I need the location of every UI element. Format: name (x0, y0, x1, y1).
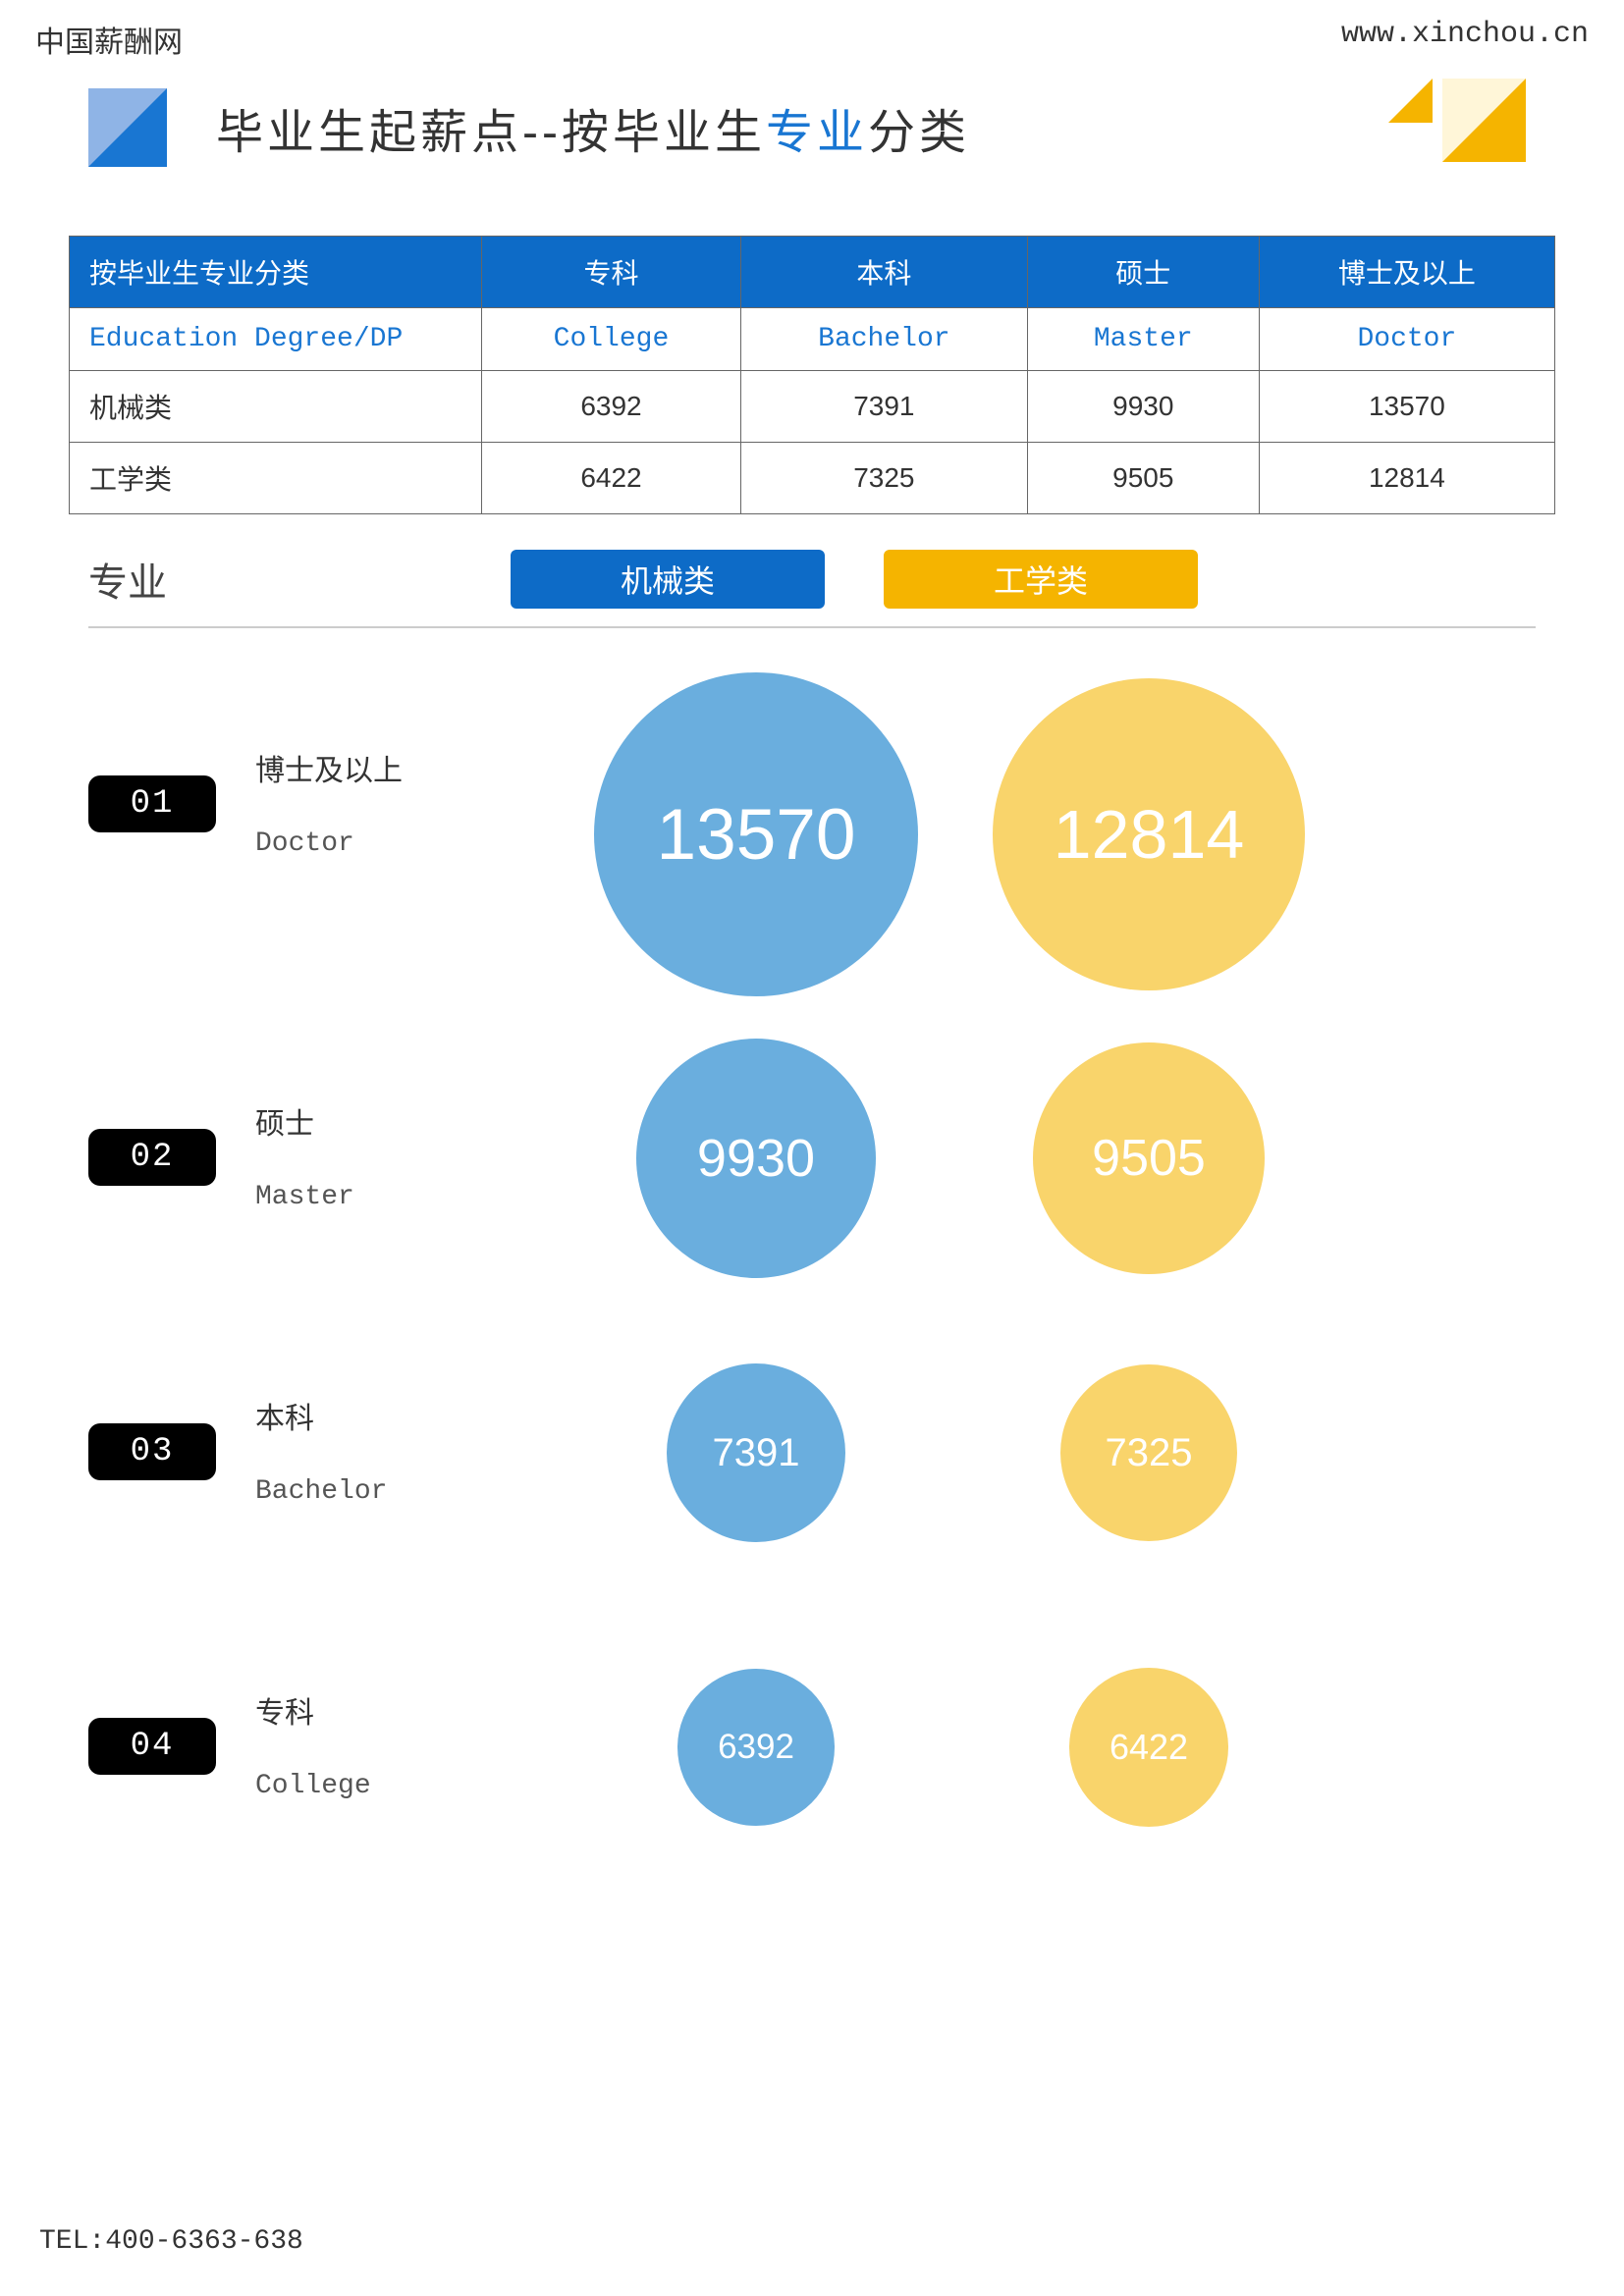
row-labels: 博士及以上 Doctor (255, 746, 403, 859)
row-label-cn: 硕士 (255, 1099, 354, 1143)
legend-series-1: 机械类 (511, 550, 825, 609)
row-label-en: Master (255, 1182, 354, 1212)
row-label-cn: 专科 (255, 1688, 371, 1732)
legend-series-2: 工学类 (884, 550, 1198, 609)
row-label-en: Bachelor (255, 1476, 387, 1507)
table-header-row: 按毕业生专业分类专科本科硕士博士及以上 (70, 237, 1555, 308)
row-badge: 04 (88, 1718, 216, 1775)
bubble-value: 12814 (993, 678, 1305, 990)
table-row: 工学类64227325950512814 (70, 443, 1555, 514)
bubble-row: 03 本科 Bachelor 7391 7325 (69, 1306, 1555, 1600)
bubble-value: 9930 (636, 1039, 876, 1278)
bubble-value: 7391 (667, 1363, 845, 1542)
row-labels: 本科 Bachelor (255, 1394, 387, 1507)
title-icon (88, 88, 167, 167)
row-label-cn: 博士及以上 (255, 746, 403, 789)
row-labels: 硕士 Master (255, 1099, 354, 1212)
bubble-row: 04 专科 College 6392 6422 (69, 1600, 1555, 1895)
bubble-value: 13570 (594, 672, 918, 996)
row-labels: 专科 College (255, 1688, 371, 1801)
site-url-right: www.xinchou.cn (1341, 18, 1589, 61)
table-row: 机械类63927391993013570 (70, 371, 1555, 443)
bubble-chart: 01 博士及以上 Doctor 1357012814 02 硕士 Master 9930 950… (69, 658, 1555, 1895)
row-label-en: College (255, 1771, 371, 1801)
table-english-row: Education Degree/DPCollegeBachelorMaster… (70, 308, 1555, 371)
page-title: 毕业生起薪点--按毕业生专业分类 (216, 93, 970, 162)
corner-decoration-icon (1388, 79, 1526, 177)
row-badge: 03 (88, 1423, 216, 1480)
row-badge: 02 (88, 1129, 216, 1186)
row-label-cn: 本科 (255, 1394, 387, 1437)
row-badge: 01 (88, 775, 216, 832)
bubble-row: 02 硕士 Master 9930 9505 (69, 1011, 1555, 1306)
bubble-value: 9505 (1033, 1042, 1265, 1274)
footer-tel: TEL:400-6363-638 (39, 2226, 303, 2257)
bubble-value: 6392 (677, 1669, 835, 1826)
legend-title: 专业 (88, 551, 511, 608)
salary-table: 按毕业生专业分类专科本科硕士博士及以上 Education Degree/DPC… (69, 236, 1555, 514)
site-name-left: 中国薪酬网 (35, 18, 183, 61)
bubble-value: 7325 (1060, 1364, 1237, 1541)
row-label-en: Doctor (255, 828, 403, 859)
legend-row: 专业 机械类 工学类 (88, 550, 1536, 628)
bubble-value: 6422 (1069, 1668, 1228, 1827)
bubble-row: 01 博士及以上 Doctor 1357012814 (69, 658, 1555, 1011)
